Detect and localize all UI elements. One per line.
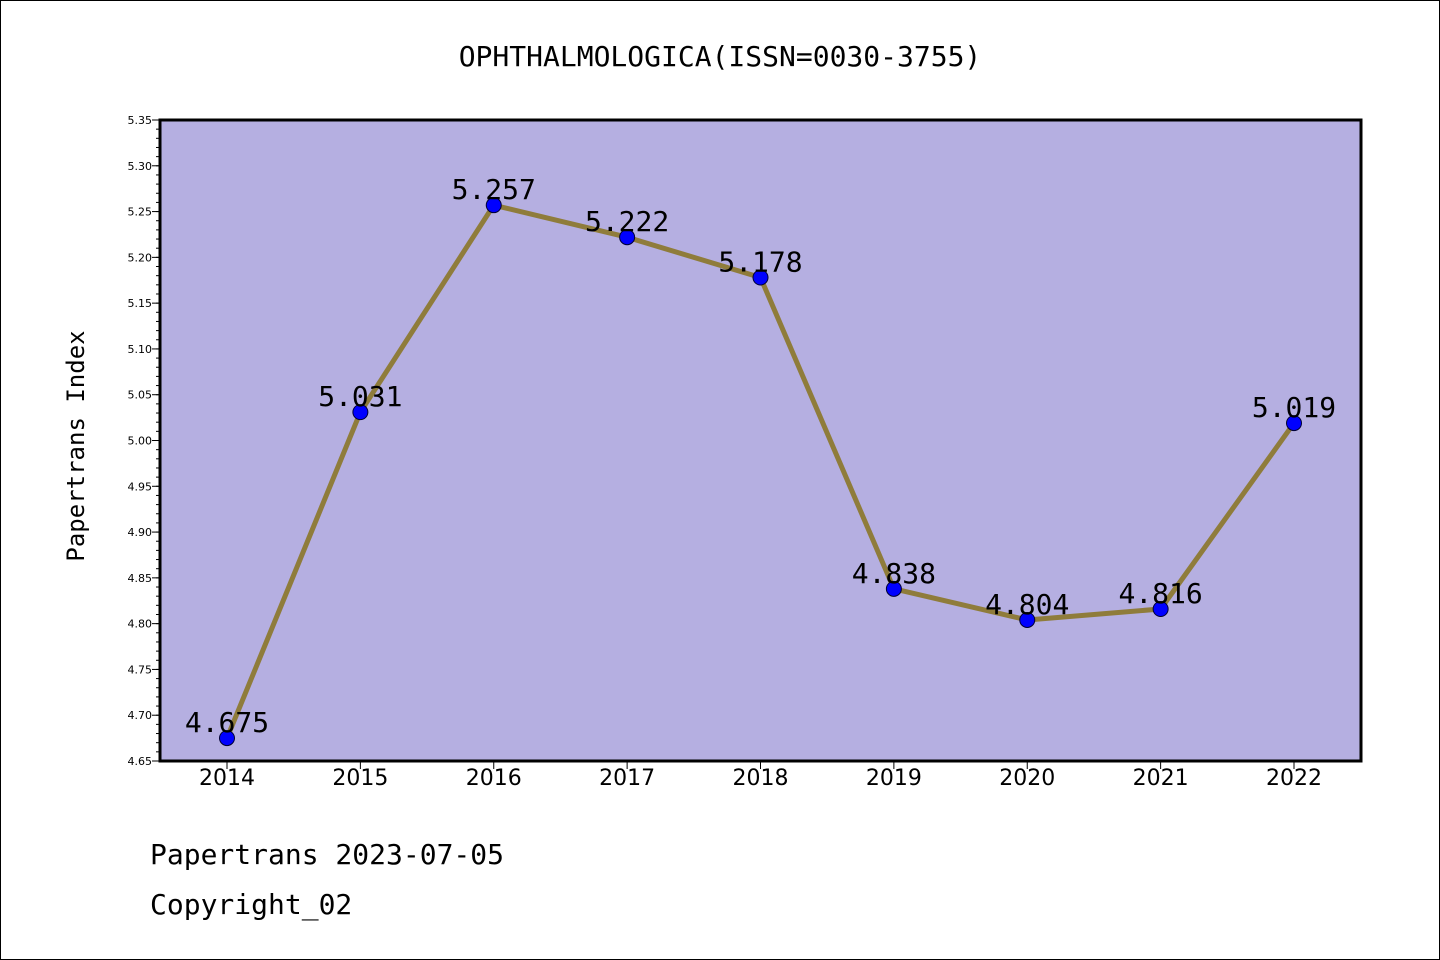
y-tick-label: 5.20 — [128, 251, 153, 264]
x-tick-label: 2017 — [599, 766, 655, 791]
data-point — [352, 404, 369, 421]
footer-copyright: Copyright_02 — [150, 888, 352, 922]
plot-area — [160, 120, 1361, 761]
footer-date: Papertrans 2023-07-05 — [150, 838, 504, 871]
y-tick-label: 4.75 — [128, 663, 153, 676]
data-label: 4.816 — [1118, 577, 1202, 610]
y-tick-label: 4.70 — [128, 709, 153, 722]
markers-group — [219, 197, 1302, 747]
x-tick-label: 2018 — [733, 766, 789, 791]
data-label: 4.675 — [185, 706, 269, 739]
data-label: 5.257 — [452, 173, 536, 206]
y-tick-label: 5.00 — [128, 435, 153, 448]
data-point — [1152, 600, 1169, 617]
data-point — [485, 197, 502, 214]
y-tick-label: 5.35 — [128, 114, 153, 127]
plot-border — [158, 118, 1363, 763]
data-point — [219, 730, 235, 747]
y-tick-label: 4.80 — [128, 618, 153, 631]
y-tick-label: 5.10 — [128, 343, 153, 356]
x-tick-label: 2022 — [1266, 766, 1322, 791]
y-tick-label: 5.30 — [128, 160, 153, 173]
y-tick-label: 4.85 — [128, 572, 153, 585]
data-label: 5.222 — [585, 205, 669, 238]
x-tick-label: 2016 — [466, 766, 522, 791]
data-label: 5.031 — [318, 380, 402, 413]
data-labels-group: 4.675 5.031 5.257 5.222 5.178 4.838 4.804 4.816… — [185, 173, 1336, 739]
data-point — [619, 229, 636, 246]
data-point — [885, 580, 902, 597]
y-tick-label: 5.05 — [128, 389, 153, 402]
data-label: 5.178 — [718, 246, 802, 279]
x-tick-label: 2019 — [866, 766, 922, 791]
data-label: 4.804 — [985, 588, 1069, 621]
data-point — [1019, 611, 1036, 628]
data-label: 5.019 — [1252, 391, 1336, 424]
data-label: 4.838 — [852, 557, 936, 590]
x-tick-label: 2014 — [199, 766, 255, 791]
x-axis: 2014 2015 2016 2017 2018 2019 2020 2021 2022 — [199, 761, 1322, 791]
y-tick-label: 4.95 — [128, 480, 153, 493]
y-axis-label: Papertrans Index — [62, 330, 90, 561]
y-axis: 4.65 4.70 4.75 4.80 4.85 4.90 4.95 5.00 5.05 5.10… — [128, 114, 160, 768]
y-tick-label: 4.65 — [128, 755, 153, 768]
data-point — [752, 269, 769, 286]
x-tick-label: 2015 — [332, 766, 388, 791]
y-tick-label: 5.25 — [128, 206, 153, 219]
data-point — [1286, 415, 1302, 432]
x-tick-label: 2020 — [999, 766, 1055, 791]
y-tick-label: 4.90 — [128, 526, 153, 539]
chart-title: OPHTHALMOLOGICA(ISSN=0030-3755) — [459, 40, 982, 73]
y-tick-label: 5.15 — [128, 297, 153, 310]
x-tick-label: 2021 — [1133, 766, 1189, 791]
